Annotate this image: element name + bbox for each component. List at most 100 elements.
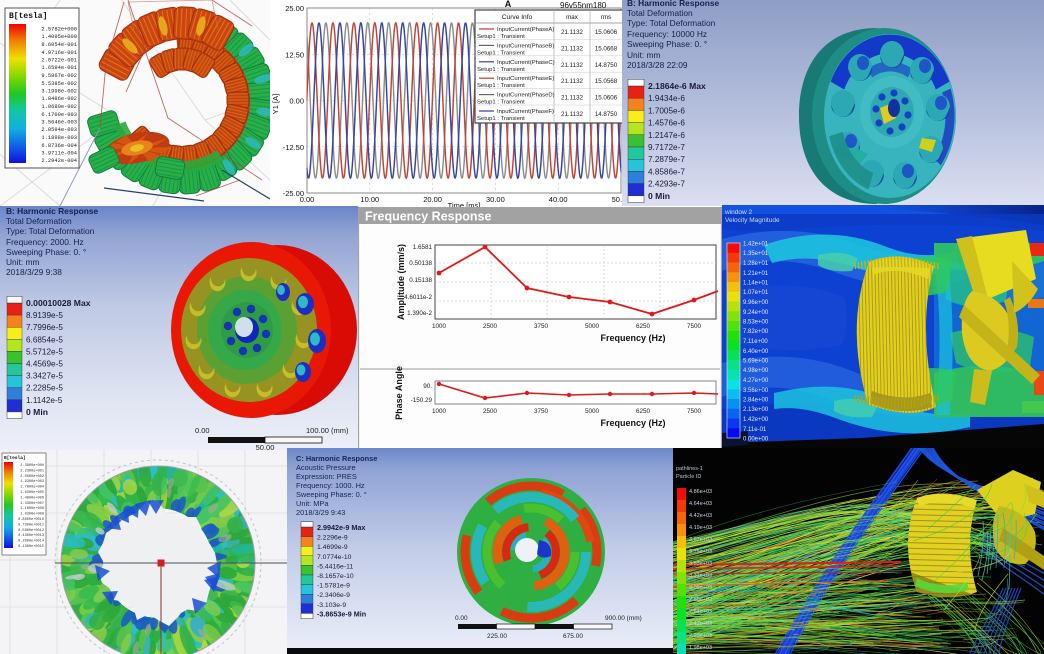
svg-text:7.2879e-7: 7.2879e-7 (648, 155, 685, 164)
svg-text:3.56e+00: 3.56e+00 (743, 388, 769, 394)
svg-text:Frequency: 1000. Hz: Frequency: 1000. Hz (296, 481, 365, 490)
svg-text:4.27e+00: 4.27e+00 (743, 378, 769, 384)
svg-text:96v55nm180: 96v55nm180 (560, 1, 607, 10)
svg-text:9.96e+00: 9.96e+00 (743, 300, 769, 306)
svg-text:1.2147e-6: 1.2147e-6 (648, 131, 685, 140)
svg-text:40.00: 40.00 (549, 195, 568, 204)
svg-text:100.00 (mm): 100.00 (mm) (306, 426, 349, 435)
svg-text:9.5867e-002: 9.5867e-002 (41, 73, 77, 79)
svg-text:1.9434e-6: 1.9434e-6 (648, 94, 685, 103)
svg-text:7.7996e-5: 7.7996e-5 (26, 323, 63, 332)
svg-text:Amplitude (mm/s): Amplitude (mm/s) (396, 244, 406, 320)
svg-text:3.09e+03: 3.09e+03 (689, 585, 712, 591)
svg-text:2.2942e-004: 2.2942e-004 (41, 158, 77, 164)
svg-text:675.00: 675.00 (563, 633, 583, 640)
svg-text:Setup1 : Transient: Setup1 : Transient (477, 83, 525, 89)
svg-text:Setup1 : Transient: Setup1 : Transient (477, 116, 525, 122)
svg-text:1.1898e-003: 1.1898e-003 (41, 135, 77, 141)
svg-text:Unit: mm: Unit: mm (627, 50, 661, 60)
svg-text:2.20e+03: 2.20e+03 (689, 633, 712, 639)
svg-text:1.6300e+005: 1.6300e+005 (20, 491, 44, 495)
svg-text:2.4293e-7: 2.4293e-7 (648, 180, 685, 189)
svg-text:21.1132: 21.1132 (561, 111, 583, 118)
svg-text:4.9716e-001: 4.9716e-001 (41, 50, 77, 56)
svg-text:21.1132: 21.1132 (561, 95, 583, 102)
svg-text:1.4095e+000: 1.4095e+000 (41, 34, 77, 40)
svg-text:900.00 (mm): 900.00 (mm) (605, 615, 642, 622)
svg-text:C: Harmonic Response: C: Harmonic Response (296, 454, 377, 463)
svg-text:1.4800e+006: 1.4800e+006 (20, 496, 44, 500)
svg-text:2018/3/28 22:09: 2018/3/28 22:09 (627, 60, 688, 70)
svg-text:21.1132: 21.1132 (561, 78, 583, 85)
svg-text:0 Min: 0 Min (648, 191, 670, 201)
svg-text:Frequency Response: Frequency Response (365, 210, 491, 224)
svg-text:3.31e+03: 3.31e+03 (689, 573, 712, 579)
svg-text:-150.29: -150.29 (411, 397, 433, 404)
svg-text:0.5800e+0012: 0.5800e+0012 (18, 529, 44, 533)
svg-text:2.13e+00: 2.13e+00 (743, 407, 769, 413)
svg-text:1.8486e-002: 1.8486e-002 (41, 96, 77, 102)
svg-text:3.75e+03: 3.75e+03 (689, 549, 712, 555)
svg-text:Frequency: 10000 Hz: Frequency: 10000 Hz (627, 29, 707, 39)
svg-text:max: max (566, 14, 579, 21)
svg-text:4.4569e-5: 4.4569e-5 (26, 360, 63, 369)
svg-text:InputCurrent(PhaseC): InputCurrent(PhaseC) (497, 60, 555, 66)
svg-text:4.42e+03: 4.42e+03 (689, 513, 712, 519)
svg-text:0.4300e+0013: 0.4300e+0013 (18, 534, 44, 538)
svg-text:7.82e+00: 7.82e+00 (743, 329, 769, 335)
svg-text:0.00: 0.00 (455, 615, 468, 622)
svg-text:2018/3/29 9:43: 2018/3/29 9:43 (296, 508, 345, 517)
svg-text:1.3300e+007: 1.3300e+007 (20, 502, 44, 506)
svg-text:Sweeping Phase: 0. °: Sweeping Phase: 0. ° (6, 247, 86, 257)
svg-text:Sweeping Phase: 0. °: Sweeping Phase: 0. ° (296, 490, 367, 499)
svg-text:1.28e+01: 1.28e+01 (743, 261, 769, 267)
svg-text:InputCurrent(PhaseE): InputCurrent(PhaseE) (497, 76, 554, 82)
svg-text:B: Harmonic Response: B: Harmonic Response (6, 206, 98, 216)
svg-text:3.97e+03: 3.97e+03 (689, 537, 712, 543)
svg-text:0.00: 0.00 (195, 426, 210, 435)
svg-text:3.9711e-004: 3.9711e-004 (41, 151, 77, 157)
svg-text:0.50138: 0.50138 (409, 260, 432, 267)
svg-text:2.5782e+000: 2.5782e+000 (41, 27, 77, 33)
svg-text:2.9942e-9 Max: 2.9942e-9 Max (317, 523, 365, 532)
svg-text:Setup1 : Transient: Setup1 : Transient (477, 34, 525, 40)
svg-text:1000: 1000 (432, 323, 447, 330)
svg-text:6.1700e-003: 6.1700e-003 (41, 112, 77, 118)
svg-text:50.00: 50.00 (612, 195, 622, 204)
svg-text:2.1864e-6 Max: 2.1864e-6 Max (648, 81, 706, 91)
svg-text:1.6594e-001: 1.6594e-001 (41, 65, 77, 71)
svg-text:Total Deformation: Total Deformation (6, 216, 72, 226)
svg-text:10.00: 10.00 (360, 195, 379, 204)
svg-text:2.86e+03: 2.86e+03 (689, 597, 712, 603)
svg-text:Unit: mm: Unit: mm (6, 257, 40, 267)
svg-text:4.64e+03: 4.64e+03 (689, 501, 712, 507)
svg-text:Frequency: 2000. Hz: Frequency: 2000. Hz (6, 237, 84, 247)
svg-text:InputCurrent(PhaseD): InputCurrent(PhaseD) (497, 93, 555, 99)
svg-text:-1.5781e-9: -1.5781e-9 (317, 583, 350, 590)
svg-text:9.7172e-7: 9.7172e-7 (648, 143, 685, 152)
svg-text:5.5712e-5: 5.5712e-5 (26, 347, 63, 356)
svg-text:6.40e+00: 6.40e+00 (743, 349, 769, 355)
svg-text:21.1132: 21.1132 (561, 29, 583, 36)
svg-text:Particle ID: Particle ID (676, 474, 701, 480)
svg-text:15.0606: 15.0606 (595, 29, 618, 36)
svg-text:InputCurrent(PhaseA): InputCurrent(PhaseA) (497, 27, 554, 33)
svg-text:14.8750: 14.8750 (595, 111, 618, 118)
svg-text:Sweeping Phase: 0. °: Sweeping Phase: 0. ° (627, 39, 707, 49)
svg-text:4.6011e-2: 4.6011e-2 (404, 294, 432, 301)
svg-text:1.9300e+003: 1.9300e+003 (20, 480, 44, 484)
svg-text:8.6054e-001: 8.6054e-001 (41, 42, 77, 48)
svg-text:90.: 90. (423, 383, 432, 390)
svg-text:Phase Angle: Phase Angle (394, 366, 404, 420)
svg-text:6250: 6250 (636, 323, 651, 330)
svg-text:30.00: 30.00 (486, 195, 505, 204)
svg-text:-5.4416e-11: -5.4416e-11 (317, 563, 353, 570)
svg-text:Total Deformation: Total Deformation (627, 8, 693, 18)
svg-text:0 Min: 0 Min (26, 407, 48, 417)
svg-text:1.7005e-6: 1.7005e-6 (648, 106, 685, 115)
svg-text:2.42e+03: 2.42e+03 (689, 621, 712, 627)
svg-text:4.98e+00: 4.98e+00 (743, 368, 769, 374)
svg-text:50.00: 50.00 (256, 443, 275, 450)
svg-text:8.9139e-5: 8.9139e-5 (26, 311, 63, 320)
svg-text:14.8750: 14.8750 (595, 62, 618, 69)
